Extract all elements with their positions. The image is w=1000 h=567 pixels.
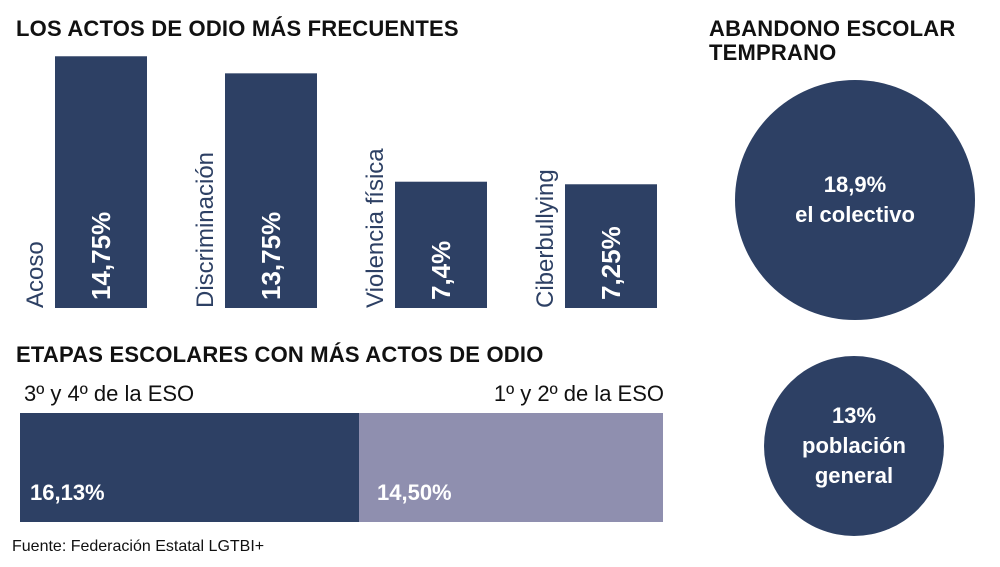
bar-acoso (55, 56, 147, 309)
hate-acts-bar-chart: Acoso 14,75% Discriminación 13,75% Violencia… (22, 56, 657, 309)
stage-label-3-4-eso: 3º y 4º de la ESO (24, 381, 195, 406)
stage-bar-3-4-eso: 16,13% (20, 413, 359, 522)
stage-bar-1-2-eso: 14,50% (359, 413, 663, 522)
value-label-acoso: 14,75% (86, 212, 116, 300)
dropout-label-general-1: población (802, 433, 906, 458)
early-dropout-title: ABANDONO ESCOLAR TEMPRANO (709, 16, 956, 65)
hate-acts-title: LOS ACTOS DE ODIO MÁS FRECUENTES (16, 16, 459, 41)
dropout-circle-general: 13% población general (764, 356, 944, 536)
bar-ciberbullying (565, 184, 657, 308)
category-label-ciberbullying: Ciberbullying (532, 169, 559, 308)
stage-value-3-4-eso: 16,13% (30, 480, 105, 505)
school-stages-title: ETAPAS ESCOLARES CON MÁS ACTOS DE ODIO (16, 342, 544, 367)
dropout-value-general: 13% (831, 403, 877, 428)
category-label-violencia-fisica: Violencia física (362, 148, 389, 308)
dropout-value-collective: 18,9% (823, 172, 887, 197)
value-label-ciberbullying: 7,25% (596, 226, 626, 300)
source-note: Fuente: Federación Estatal LGTBI+ (12, 538, 265, 555)
category-label-discriminacion: Discriminación (192, 152, 219, 308)
dropout-label-general-2: general (814, 463, 894, 488)
category-label-acoso: Acoso (22, 241, 49, 308)
dropout-circle-collective: 18,9% el colectivo (735, 80, 975, 320)
dropout-label-collective: el colectivo (795, 202, 915, 227)
value-label-discriminacion: 13,75% (256, 212, 286, 300)
bar-discriminacion (225, 73, 317, 308)
stage-label-1-2-eso: 1º y 2º de la ESO (493, 381, 664, 406)
bar-violencia-fisica (395, 181, 487, 308)
stage-value-1-2-eso: 14,50% (377, 480, 452, 505)
value-label-violencia-fisica: 7,4% (426, 241, 456, 300)
